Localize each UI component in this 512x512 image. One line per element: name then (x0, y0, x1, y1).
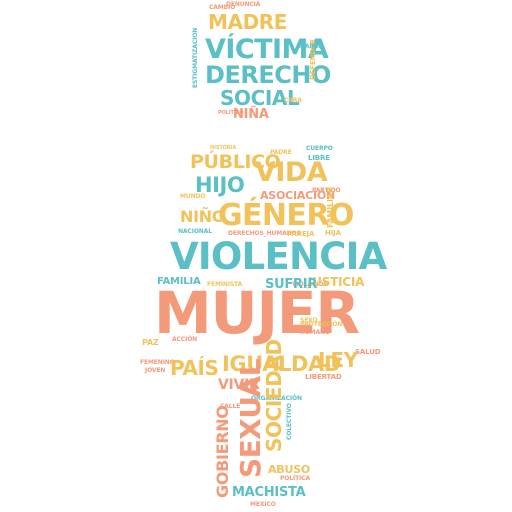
word-publico: PÚBLICO (190, 151, 281, 173)
word-hija: HIJA (325, 229, 341, 237)
word-ley: LEY (318, 348, 358, 372)
word-pais: PAÍS (170, 356, 219, 380)
word-justicia: JUSTICIA (308, 275, 365, 289)
word-sexual: SEXUAL (234, 359, 267, 478)
word-derecho: DERECHO (205, 61, 331, 89)
word-organizacion: ORGANIZACIÓN (251, 395, 302, 402)
word-nina: NIÑA (233, 107, 269, 122)
word-maria: MARIA (299, 43, 321, 50)
word-sexo: SEXO (300, 317, 318, 324)
word-cuerpo: CUERPO (306, 145, 333, 152)
word-nacional: NACIONAL (178, 228, 212, 235)
word-abuso: ABUSO (268, 463, 311, 476)
word-mexico: MEXICO (250, 501, 276, 508)
word-paz: PAZ (142, 338, 159, 347)
word-genero: GÉNERO (218, 198, 354, 233)
word-familia: FAMILIA (157, 276, 201, 287)
word-historia: HISTORIA (210, 145, 237, 151)
word-politica: POLÍTICA (280, 475, 310, 482)
word-cambio: CAMBIO (209, 4, 236, 11)
word-libertad: LIBERTAD (305, 373, 342, 381)
word-derechos-humanos: DERECHOS_HUMANOS (228, 230, 301, 237)
word-asociacion: ASOCIACIÓN (260, 189, 335, 202)
word-feminista: FEMINISTA (207, 281, 243, 288)
word-colectivo: COLECTIVO (286, 403, 293, 440)
word-proteccion: PROTECCIÓN (300, 321, 343, 328)
word-humano: HUMANO (300, 329, 330, 336)
word-machista: MACHISTA (232, 485, 306, 500)
word-social: SOCIAL (220, 86, 300, 110)
word-joven: JOVEN (145, 367, 166, 374)
word-pareja: PAREJA (287, 230, 315, 238)
word-mujer: MUJER (154, 279, 360, 347)
word-vida: VIDA (255, 157, 328, 188)
word-salud: SALUD (355, 348, 381, 356)
word-calle: CALLE (220, 403, 241, 410)
word-vivir: VIVIR (218, 377, 260, 393)
word-familiar: FAMILIAR (326, 187, 335, 228)
word-violacion: VIOLACIÓN (292, 281, 329, 288)
word-denuncia: DENUNCIA (226, 1, 261, 8)
word-accion: ACCIÓN (172, 336, 198, 343)
word-gobierno: GOBIERNO (213, 405, 232, 498)
word-nino: NIÑO (180, 207, 226, 226)
word-partido: PARTIDO (312, 187, 341, 194)
word-mundo: MUNDO (180, 193, 206, 200)
word-femenino: FEMENINO (140, 359, 175, 366)
word-cara: CARA (284, 97, 302, 104)
word-violencia: VIOLENCIA (170, 235, 387, 278)
word-libre: LIBRE (308, 154, 330, 162)
word-hijo: HIJO (195, 173, 245, 197)
word-igualdad: IGUALDAD (222, 352, 341, 376)
word-madre: MADRE (208, 10, 288, 34)
word-padre: PADRE (270, 149, 292, 156)
word-victima: VÍCTIMA (205, 34, 329, 65)
word-estigmatizacion: ESTIGMATIZACION (192, 27, 199, 88)
word-sociedad: SOCIEDAD (262, 339, 286, 452)
word-sufrir: SUFRIR (265, 277, 318, 292)
word-politico: POLITICO (218, 110, 244, 116)
